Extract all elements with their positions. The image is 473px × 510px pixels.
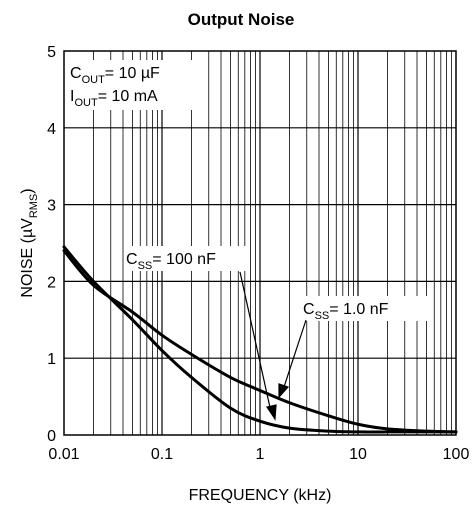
y-tick-label: 1 (47, 351, 56, 368)
arrow-css-1nf-line (282, 319, 307, 391)
conditions-box-bg (66, 60, 194, 110)
arrow-css-1nf-head (278, 383, 290, 399)
chart-title: Output Noise (188, 10, 295, 29)
series-line-1 (62, 245, 458, 434)
y-tick-label: 2 (47, 274, 56, 291)
y-axis-label: NOISE (µVRMS) (19, 188, 40, 297)
x-tick-label: 0.01 (48, 446, 79, 463)
conditions-box: COUT= 10 µF IOUT= 10 mA (66, 60, 194, 110)
arrow-css-100nf-line (239, 271, 272, 413)
grid (64, 51, 456, 435)
label-css-100nf-text: CSS= 100 nF (126, 251, 216, 272)
label-css-100nf: CSS= 100 nF (124, 246, 248, 272)
y-tick-label: 0 (47, 428, 56, 445)
y-tick-label: 5 (47, 44, 56, 61)
x-tick-label: 0.1 (151, 446, 173, 463)
label-css-100nf-bg (124, 246, 248, 271)
plot-frame (63, 50, 457, 436)
label-css-1nf: CSS= 1.0 nF (300, 296, 432, 322)
x-tick-label: 1 (256, 446, 265, 463)
arrow-css-100nf-head (266, 404, 277, 421)
condition-iout: IOUT= 10 mA (70, 88, 158, 109)
y-tick-label: 3 (47, 198, 56, 215)
series-line-2 (62, 249, 458, 434)
x-axis-label: FREQUENCY (kHz) (189, 487, 332, 504)
x-tick-label: 100 (443, 446, 470, 463)
label-css-1nf-bg (300, 296, 432, 321)
x-tick-label: 10 (349, 446, 367, 463)
series-lines (62, 245, 458, 434)
axis-ticks: 0.01 0.1 1 10 100 0 1 2 3 4 5 (47, 44, 469, 463)
condition-cout: COUT= 10 µF (70, 65, 160, 86)
annotation-arrows (239, 271, 307, 421)
label-css-1nf-text: CSS= 1.0 nF (303, 301, 389, 322)
y-tick-label: 4 (47, 121, 56, 138)
